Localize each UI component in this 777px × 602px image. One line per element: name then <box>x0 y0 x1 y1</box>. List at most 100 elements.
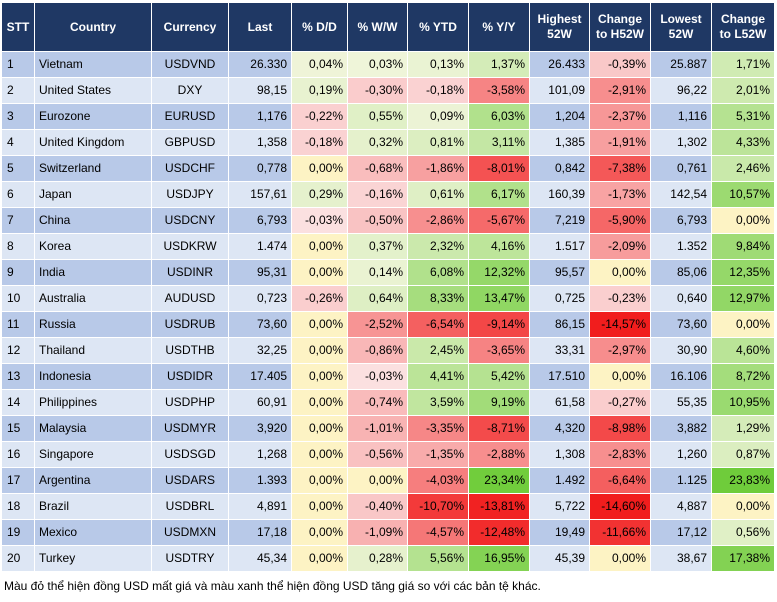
cell-stt: 3 <box>1 103 35 130</box>
cell-pct-yy: 6,17% <box>468 181 530 208</box>
cell-pct-yy: -8,01% <box>468 155 530 182</box>
table-row: 6 Japan USDJPY 157,61 0,29% -0,16% 0,61% 6,17% 1… <box>1 181 775 208</box>
cell-pct-ww: -2,52% <box>347 311 408 338</box>
cell-highest-52w: 61,58 <box>529 389 590 416</box>
cell-pct-ww: -0,16% <box>347 181 408 208</box>
cell-pct-ytd: -10,70% <box>407 493 469 520</box>
cell-pct-ytd: -6,54% <box>407 311 469 338</box>
cell-pct-ww: 0,55% <box>347 103 408 130</box>
cell-change-to-h52w: -7,38% <box>589 155 651 182</box>
cell-currency: USDKRW <box>151 233 229 260</box>
cell-highest-52w: 33,31 <box>529 337 590 364</box>
cell-change-to-h52w: -14,57% <box>589 311 651 338</box>
cell-highest-52w: 101,09 <box>529 77 590 104</box>
cell-stt: 16 <box>1 441 35 468</box>
cell-stt: 17 <box>1 467 35 494</box>
table-row: 3 Eurozone EURUSD 1,176 -0,22% 0,55% 0,09% 6,03… <box>1 103 775 130</box>
cell-change-to-l52w: 10,95% <box>711 389 775 416</box>
cell-last: 0,723 <box>228 285 292 312</box>
header-last: Last <box>228 2 292 52</box>
cell-pct-dd: 0,00% <box>291 155 348 182</box>
cell-change-to-h52w: 0,00% <box>589 545 651 572</box>
cell-highest-52w: 19,49 <box>529 519 590 546</box>
cell-change-to-l52w: 1,71% <box>711 51 775 78</box>
header-ytd: % YTD <box>407 2 469 52</box>
cell-pct-ww: 0,14% <box>347 259 408 286</box>
cell-highest-52w: 0,842 <box>529 155 590 182</box>
header-yy: % Y/Y <box>468 2 530 52</box>
cell-country: India <box>34 259 152 286</box>
cell-currency: USDTRY <box>151 545 229 572</box>
cell-pct-yy: 3,11% <box>468 129 530 156</box>
cell-currency: USDTHB <box>151 337 229 364</box>
cell-currency: EURUSD <box>151 103 229 130</box>
cell-highest-52w: 1.517 <box>529 233 590 260</box>
cell-pct-dd: -0,26% <box>291 285 348 312</box>
cell-lowest-52w: 1,260 <box>650 441 712 468</box>
cell-highest-52w: 4,320 <box>529 415 590 442</box>
cell-change-to-h52w: -0,39% <box>589 51 651 78</box>
cell-pct-dd: 0,00% <box>291 233 348 260</box>
cell-last: 157,61 <box>228 181 292 208</box>
cell-highest-52w: 7,219 <box>529 207 590 234</box>
cell-currency: AUDUSD <box>151 285 229 312</box>
cell-lowest-52w: 16.106 <box>650 363 712 390</box>
cell-change-to-l52w: 0,00% <box>711 207 775 234</box>
cell-change-to-l52w: 2,46% <box>711 155 775 182</box>
cell-stt: 6 <box>1 181 35 208</box>
table-row: 10 Australia AUDUSD 0,723 -0,26% 0,64% 8,33% 13… <box>1 285 775 312</box>
cell-change-to-h52w: -2,83% <box>589 441 651 468</box>
cell-change-to-l52w: 0,00% <box>711 493 775 520</box>
cell-pct-yy: -3,58% <box>468 77 530 104</box>
cell-change-to-l52w: 17,38% <box>711 545 775 572</box>
header-change-to-h52w: Change to H52W <box>589 2 651 52</box>
cell-pct-ytd: 0,13% <box>407 51 469 78</box>
cell-change-to-h52w: -2,37% <box>589 103 651 130</box>
cell-change-to-l52w: 10,57% <box>711 181 775 208</box>
cell-change-to-l52w: 5,31% <box>711 103 775 130</box>
table-row: 11 Russia USDRUB 73,60 0,00% -2,52% -6,54% -9,1… <box>1 311 775 338</box>
cell-highest-52w: 26.433 <box>529 51 590 78</box>
cell-pct-ww: 0,32% <box>347 129 408 156</box>
cell-change-to-l52w: 4,33% <box>711 129 775 156</box>
cell-stt: 5 <box>1 155 35 182</box>
cell-pct-dd: -0,22% <box>291 103 348 130</box>
cell-pct-yy: 16,95% <box>468 545 530 572</box>
cell-pct-dd: 0,29% <box>291 181 348 208</box>
cell-currency: USDCHF <box>151 155 229 182</box>
cell-lowest-52w: 4,887 <box>650 493 712 520</box>
cell-change-to-l52w: 1,29% <box>711 415 775 442</box>
cell-pct-yy: 9,19% <box>468 389 530 416</box>
cell-currency: USDMXN <box>151 519 229 546</box>
cell-highest-52w: 0,725 <box>529 285 590 312</box>
cell-change-to-l52w: 0,00% <box>711 311 775 338</box>
cell-pct-yy: -2,88% <box>468 441 530 468</box>
cell-pct-yy: -3,65% <box>468 337 530 364</box>
cell-highest-52w: 1,308 <box>529 441 590 468</box>
cell-pct-ww: -0,50% <box>347 207 408 234</box>
cell-country: China <box>34 207 152 234</box>
cell-pct-yy: -8,71% <box>468 415 530 442</box>
cell-change-to-h52w: -11,66% <box>589 519 651 546</box>
cell-pct-yy: 23,34% <box>468 467 530 494</box>
cell-stt: 18 <box>1 493 35 520</box>
cell-pct-dd: 0,00% <box>291 519 348 546</box>
cell-pct-ww: 0,37% <box>347 233 408 260</box>
cell-country: Brazil <box>34 493 152 520</box>
cell-country: Singapore <box>34 441 152 468</box>
cell-last: 98,15 <box>228 77 292 104</box>
cell-change-to-l52w: 0,87% <box>711 441 775 468</box>
cell-highest-52w: 1,385 <box>529 129 590 156</box>
cell-stt: 7 <box>1 207 35 234</box>
table-row: 8 Korea USDKRW 1.474 0,00% 0,37% 2,32% 4,16% 1.5… <box>1 233 775 260</box>
cell-stt: 19 <box>1 519 35 546</box>
cell-change-to-l52w: 2,01% <box>711 77 775 104</box>
cell-lowest-52w: 0,640 <box>650 285 712 312</box>
cell-country: Thailand <box>34 337 152 364</box>
cell-change-to-h52w: -0,23% <box>589 285 651 312</box>
cell-highest-52w: 17.510 <box>529 363 590 390</box>
cell-pct-ytd: 5,56% <box>407 545 469 572</box>
cell-change-to-h52w: -2,97% <box>589 337 651 364</box>
cell-lowest-52w: 1.125 <box>650 467 712 494</box>
cell-last: 73,60 <box>228 311 292 338</box>
